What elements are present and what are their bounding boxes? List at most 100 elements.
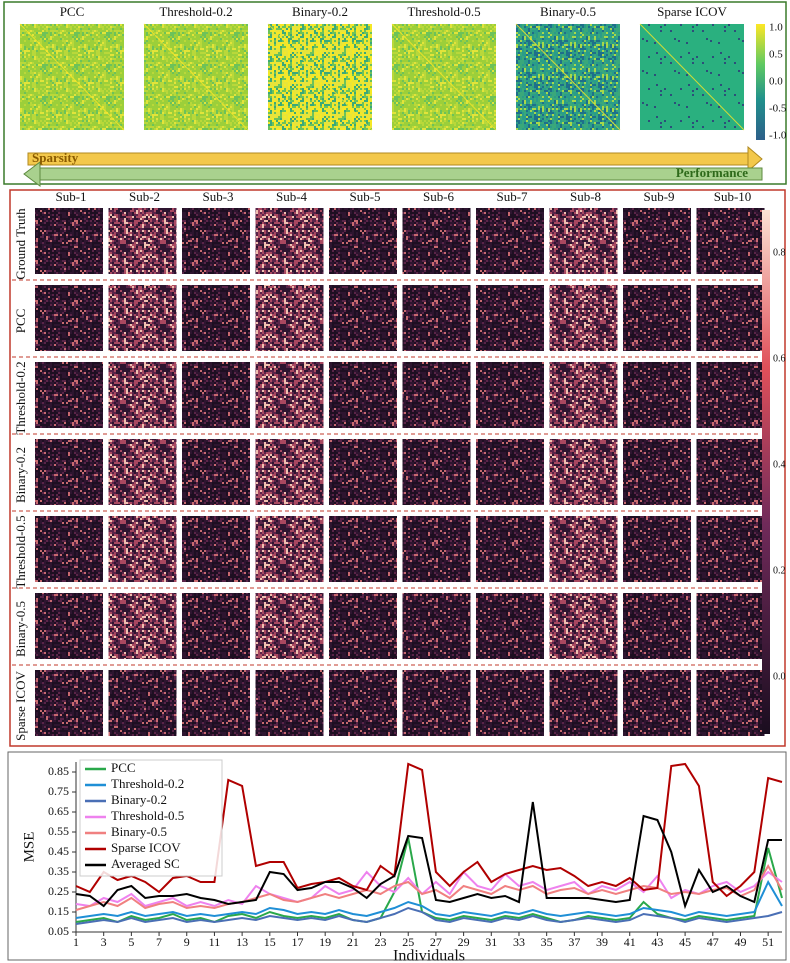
x-tick-label: 41 xyxy=(624,935,636,949)
row-label: Sparse ICOV xyxy=(13,671,28,741)
x-tick-label: 35 xyxy=(541,935,553,949)
y-tick-label: 0.85 xyxy=(48,764,69,778)
connectivity-heatmap xyxy=(182,439,250,505)
heatmap-title: Binary-0.5 xyxy=(540,4,596,19)
x-tick-label: 5 xyxy=(128,935,134,949)
connectivity-heatmap xyxy=(697,670,765,736)
x-tick-label: 17 xyxy=(291,935,303,949)
connectivity-heatmap xyxy=(256,516,324,582)
y-tick-label: 0.55 xyxy=(48,824,69,838)
connectivity-heatmap xyxy=(182,285,250,351)
connectivity-heatmap xyxy=(403,516,471,582)
x-tick-label: 31 xyxy=(485,935,497,949)
x-tick-label: 15 xyxy=(264,935,276,949)
connectivity-heatmap xyxy=(329,208,397,274)
x-tick-label: 37 xyxy=(568,935,580,949)
connectivity-heatmap xyxy=(550,670,618,736)
connectivity-heatmap xyxy=(550,439,618,505)
connectivity-heatmap xyxy=(623,593,691,659)
legend-label: Binary-0.2 xyxy=(111,792,167,807)
colorbar xyxy=(756,24,765,140)
page: {"top_panel": {"titles": ["PCC", "Thresh… xyxy=(0,0,790,963)
x-tick-label: 47 xyxy=(707,935,719,949)
y-tick-label: 0.45 xyxy=(48,844,69,858)
connectivity-heatmap xyxy=(35,439,103,505)
row-label: Binary-0.2 xyxy=(13,447,28,503)
column-label: Sub-5 xyxy=(349,189,380,204)
y-tick-label: 0.35 xyxy=(48,864,69,878)
connectivity-heatmap xyxy=(182,670,250,736)
colorbar-tick-label: 1.0 xyxy=(769,22,783,34)
connectivity-heatmap xyxy=(109,516,177,582)
x-tick-label: 45 xyxy=(679,935,691,949)
connectivity-heatmap xyxy=(35,593,103,659)
row-label: Binary-0.5 xyxy=(13,601,28,657)
connectivity-heatmap xyxy=(329,285,397,351)
connectivity-heatmap xyxy=(403,670,471,736)
connectivity-heatmap xyxy=(329,516,397,582)
connectivity-heatmap xyxy=(182,593,250,659)
colorbar-tick-label: -0.5 xyxy=(769,103,787,115)
x-tick-label: 25 xyxy=(402,935,414,949)
heatmap-title: Binary-0.2 xyxy=(292,4,348,19)
figure: Sparsity Performance PCCThreshold-0.2Bin… xyxy=(0,0,790,963)
connectivity-heatmap xyxy=(35,670,103,736)
connectivity-heatmap xyxy=(550,593,618,659)
y-tick-label: 0.25 xyxy=(48,884,69,898)
column-label: Sub-4 xyxy=(276,189,308,204)
connectivity-heatmap xyxy=(550,362,618,428)
row-label: Threshold-0.2 xyxy=(13,361,28,434)
x-tick-label: 11 xyxy=(209,935,221,949)
connectivity-heatmap xyxy=(697,593,765,659)
connectivity-heatmap xyxy=(256,285,324,351)
legend-label: Threshold-0.2 xyxy=(111,776,184,791)
y-tick-label: 0.75 xyxy=(48,784,69,798)
connectivity-heatmap xyxy=(550,208,618,274)
row-label: Threshold-0.5 xyxy=(13,515,28,588)
connectivity-heatmap xyxy=(697,285,765,351)
x-tick-label: 7 xyxy=(156,935,162,949)
legend-label: Threshold-0.5 xyxy=(111,808,184,823)
connectivity-heatmap xyxy=(623,285,691,351)
heatmap-title: Threshold-0.5 xyxy=(407,4,480,19)
connectivity-heatmap xyxy=(256,208,324,274)
colorbar-tick-label: 0.4 xyxy=(773,459,786,470)
connectivity-heatmap xyxy=(697,362,765,428)
connectivity-heatmap xyxy=(476,670,544,736)
legend-label: Sparse ICOV xyxy=(111,840,181,855)
connectivity-heatmap xyxy=(403,285,471,351)
connectivity-heatmap xyxy=(623,208,691,274)
column-label: Sub-8 xyxy=(570,189,601,204)
connectivity-heatmap xyxy=(550,285,618,351)
connectivity-heatmap xyxy=(623,362,691,428)
connectivity-heatmap xyxy=(403,362,471,428)
x-axis-label: Individuals xyxy=(393,948,465,963)
connectivity-heatmap xyxy=(329,439,397,505)
sparsity-arrow-head xyxy=(748,147,762,171)
column-label: Sub-2 xyxy=(129,189,160,204)
connectivity-heatmap xyxy=(109,362,177,428)
column-label: Sub-7 xyxy=(496,189,528,204)
sparsity-arrow xyxy=(28,153,748,165)
connectivity-heatmap xyxy=(476,439,544,505)
x-tick-label: 49 xyxy=(734,935,746,949)
connectivity-heatmap xyxy=(403,208,471,274)
performance-arrow-head xyxy=(24,162,40,186)
colorbar-tick-label: 0.6 xyxy=(773,353,786,364)
connectivity-heatmap xyxy=(35,516,103,582)
performance-arrow xyxy=(40,168,762,180)
column-label: Sub-9 xyxy=(643,189,674,204)
colorbar-tick-label: 0.2 xyxy=(773,565,786,576)
heatmap-title: Threshold-0.2 xyxy=(159,4,232,19)
connectivity-heatmap xyxy=(623,670,691,736)
connectivity-heatmap xyxy=(623,439,691,505)
x-tick-label: 33 xyxy=(513,935,525,949)
x-tick-label: 23 xyxy=(375,935,387,949)
connectivity-heatmap xyxy=(476,208,544,274)
x-tick-label: 43 xyxy=(651,935,663,949)
connectivity-heatmap xyxy=(182,362,250,428)
connectivity-heatmap xyxy=(182,208,250,274)
connectivity-heatmap xyxy=(329,670,397,736)
connectivity-heatmap xyxy=(403,593,471,659)
colorbar-tick-label: -1.0 xyxy=(769,130,787,142)
